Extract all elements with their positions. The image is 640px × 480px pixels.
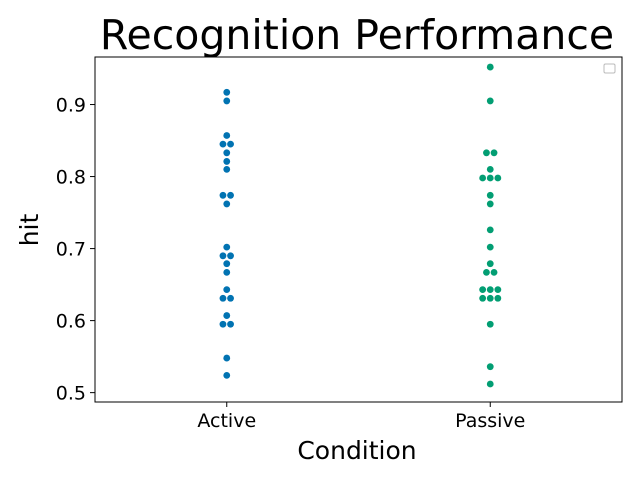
data-point-active (227, 320, 234, 328)
data-point-active (227, 191, 234, 199)
data-point-active (223, 132, 231, 139)
data-point-active (223, 268, 231, 276)
data-point-active (223, 371, 231, 379)
x-axis: Active Passive (197, 402, 525, 432)
data-point-passive (486, 286, 494, 294)
data-point-passive (483, 149, 490, 157)
plot-area (94, 56, 623, 403)
data-point-active (219, 294, 227, 302)
data-point-active (223, 286, 231, 294)
data-point-passive (486, 165, 494, 173)
data-point-passive (490, 149, 498, 157)
data-point-active (227, 140, 234, 148)
data-point-passive (486, 243, 494, 251)
data-point-passive (486, 226, 494, 234)
data-point-active (223, 200, 231, 208)
data-point-passive (486, 294, 494, 302)
data-point-active (223, 158, 231, 165)
data-point-passive (479, 294, 487, 302)
data-point-active (223, 260, 231, 268)
y-tick-label: 0.8 (56, 167, 86, 189)
data-point-passive (486, 380, 494, 388)
x-tick-label: Passive (455, 410, 525, 432)
y-tick-label: 0.6 (56, 311, 86, 333)
data-point-active (227, 252, 234, 260)
data-point-passive (494, 286, 502, 294)
legend-box (603, 63, 616, 74)
data-point-active (219, 252, 227, 260)
y-tick-label: 0.7 (56, 239, 86, 261)
data-point-active (223, 97, 231, 105)
data-point-active (219, 320, 227, 328)
data-point-passive (494, 294, 502, 302)
data-point-passive (486, 260, 494, 268)
data-point-passive (494, 174, 502, 182)
y-axis-label: hit (15, 214, 44, 247)
data-point-active (223, 354, 231, 362)
data-point-passive (486, 97, 494, 105)
data-point-active (223, 243, 231, 251)
data-point-passive (479, 174, 487, 182)
y-axis: 0.5 0.6 0.7 0.8 0.9 (56, 95, 95, 405)
x-tick-label: Active (197, 410, 256, 432)
data-point-passive (490, 268, 498, 276)
y-tick-label: 0.9 (56, 95, 86, 117)
data-point-passive (479, 286, 487, 294)
data-point-passive (483, 268, 490, 276)
data-point-passive (486, 320, 494, 328)
data-point-passive (486, 363, 494, 371)
data-points (219, 63, 502, 388)
data-point-passive (486, 200, 494, 208)
data-point-active (223, 88, 231, 96)
data-point-active (223, 149, 231, 157)
data-point-active (219, 191, 227, 199)
data-point-passive (486, 174, 494, 182)
x-axis-label: Condition (297, 436, 416, 465)
y-tick-label: 0.5 (56, 383, 86, 405)
data-point-active (227, 294, 234, 302)
chart-title: Recognition Performance (100, 11, 614, 59)
data-point-active (223, 165, 231, 173)
data-point-passive (486, 63, 494, 71)
data-point-passive (486, 191, 494, 199)
data-point-active (223, 312, 231, 319)
data-point-active (219, 140, 227, 148)
